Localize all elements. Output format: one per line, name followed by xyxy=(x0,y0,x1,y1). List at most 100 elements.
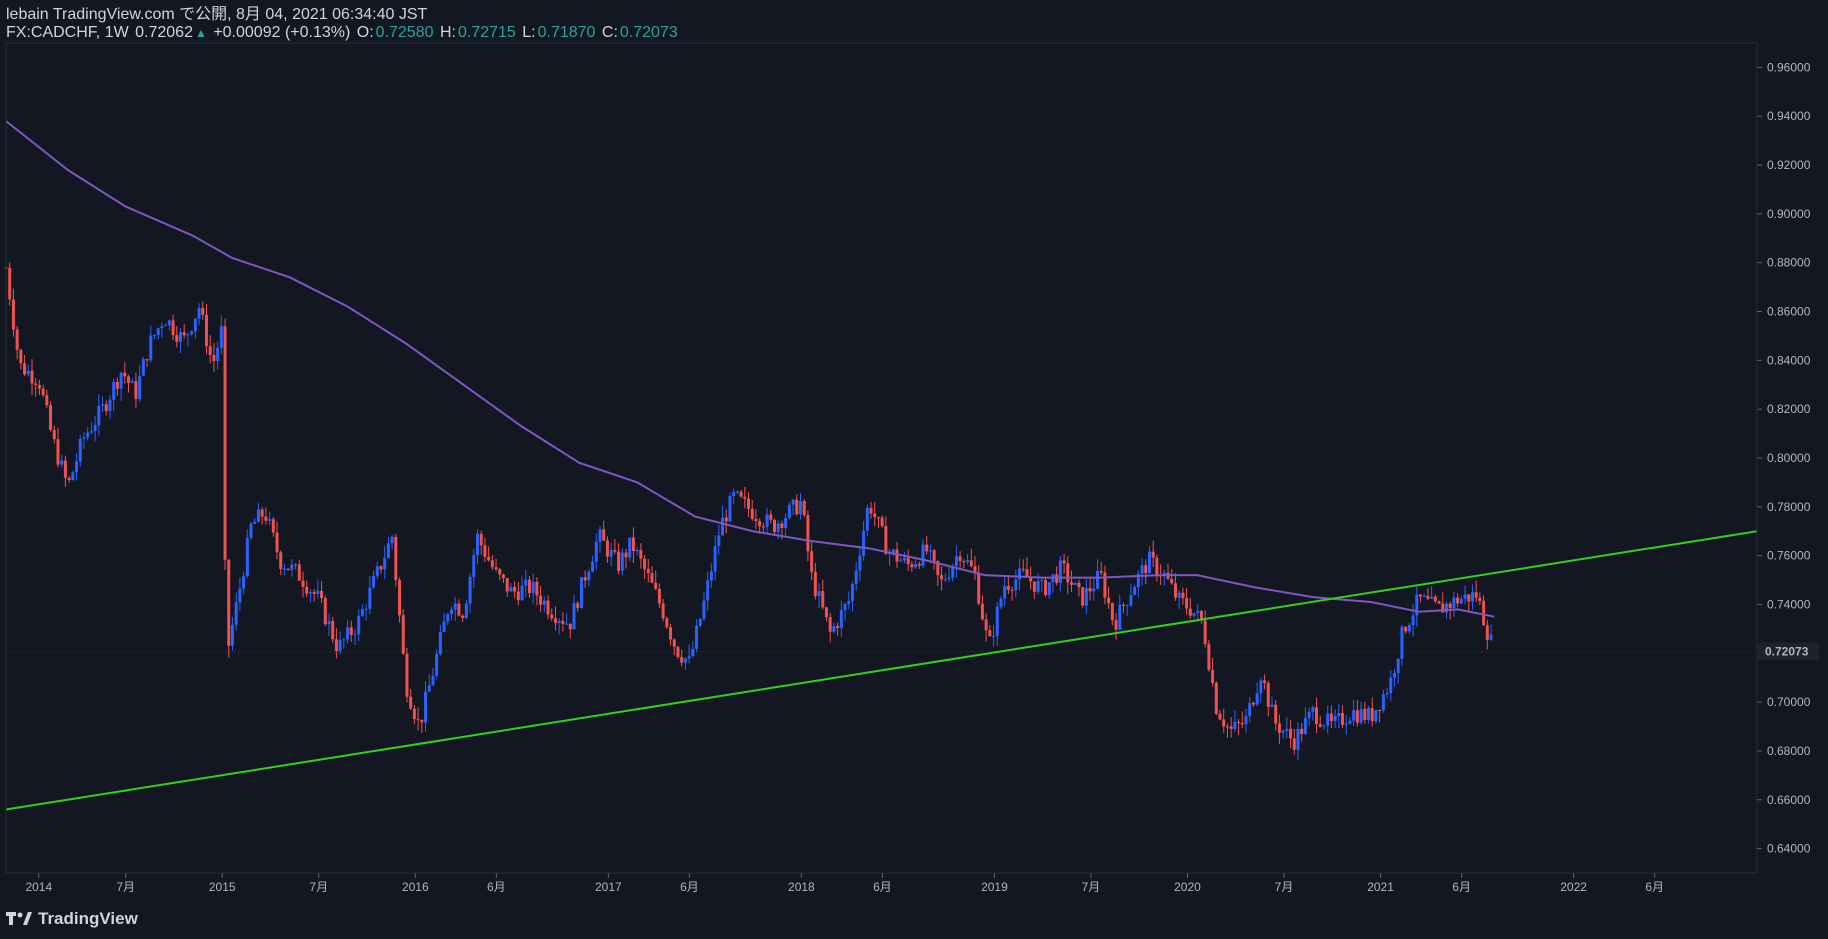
publish-line: lebain TradingView.com で公開, 8月 04, 2021 … xyxy=(6,6,428,23)
candle-body xyxy=(268,519,272,521)
up-arrow-icon: ▲ xyxy=(194,26,207,40)
price-axis[interactable]: 0.96000 0.94000 0.92000 0.90000 0.88000 0.860… xyxy=(1757,60,1811,856)
candle-body xyxy=(360,609,364,616)
candle-body xyxy=(1456,597,1460,604)
candle-body xyxy=(1344,723,1348,725)
candle-body xyxy=(1452,597,1456,608)
candle-body xyxy=(628,537,632,558)
candle-body xyxy=(609,549,613,557)
candle-body xyxy=(1407,625,1411,632)
candle-body xyxy=(197,307,201,319)
candle-body xyxy=(1404,626,1408,632)
price-tick-label: 0.88000 xyxy=(1767,256,1811,270)
low-value: 0.71870 xyxy=(537,24,596,41)
candle-body xyxy=(925,544,929,552)
candle-body xyxy=(557,620,561,623)
candle-body xyxy=(1196,611,1200,614)
candle-body xyxy=(535,581,539,596)
candle-body xyxy=(342,639,346,641)
candle-body xyxy=(754,518,758,522)
candle-body xyxy=(643,558,647,570)
candle-body xyxy=(1359,709,1363,723)
candle-body xyxy=(1092,588,1096,592)
candle-body xyxy=(680,656,684,663)
candle-body xyxy=(1385,693,1389,695)
candle-body xyxy=(1433,596,1437,602)
candle-body xyxy=(1259,680,1263,694)
time-tick-label: 6月 xyxy=(873,880,892,894)
candle-body xyxy=(602,529,606,541)
candle-body xyxy=(1467,594,1471,602)
candle-body xyxy=(11,299,15,330)
candle-body xyxy=(1292,738,1296,750)
time-tick-label: 6月 xyxy=(1452,880,1471,894)
candle-body xyxy=(906,557,910,565)
candle-body xyxy=(1274,704,1278,724)
candle-body xyxy=(160,326,164,329)
price-tick-label: 0.66000 xyxy=(1767,793,1811,807)
candle-body xyxy=(706,580,710,601)
time-tick-label: 2022 xyxy=(1560,880,1587,894)
candle-body xyxy=(683,658,687,663)
candle-body xyxy=(286,568,290,570)
candle-body xyxy=(1318,724,1322,727)
time-tick-label: 2021 xyxy=(1367,880,1394,894)
candle-body xyxy=(175,335,179,342)
candle-body xyxy=(988,630,992,637)
candle-body xyxy=(1003,586,1007,599)
candle-body xyxy=(1478,597,1482,601)
trendline[interactable] xyxy=(5,530,1758,811)
ohlc-line: FX:CADCHF, 1W 0.72062 ▲ +0.00092 (+0.13%)… xyxy=(6,24,680,42)
candle-body xyxy=(1441,603,1445,613)
candle-body xyxy=(854,570,858,585)
candle-body xyxy=(1370,708,1374,722)
last-price: 0.72062 xyxy=(135,24,193,41)
candle-body xyxy=(761,526,765,528)
candle-body xyxy=(1315,707,1319,725)
candle-body xyxy=(687,656,691,659)
price-tick-label: 0.76000 xyxy=(1767,549,1811,563)
candle-body xyxy=(1110,603,1114,621)
candle-body xyxy=(836,626,840,628)
candle-body xyxy=(338,640,342,651)
time-axis[interactable]: 2014 7月 2015 7月 2016 6月 2017 6月 2018 6月 2019 7月 2020… xyxy=(25,873,1664,894)
candle-body xyxy=(204,314,208,347)
candle-body xyxy=(858,555,862,571)
candle-body xyxy=(669,627,673,640)
candle-body xyxy=(1251,702,1255,705)
candle-body xyxy=(349,627,353,635)
candle-body xyxy=(1214,682,1218,714)
candle-body xyxy=(1459,598,1463,604)
candle-body xyxy=(390,536,394,544)
candle-body xyxy=(617,551,621,571)
candle-body xyxy=(212,354,216,361)
candle-body xyxy=(308,592,312,594)
candle-body xyxy=(1337,713,1341,717)
candle-body xyxy=(531,581,535,594)
candle-body xyxy=(773,519,777,532)
candle-body xyxy=(899,560,903,562)
candle-body xyxy=(1396,658,1400,674)
plot-area[interactable] xyxy=(6,43,1757,873)
candle-body xyxy=(1173,583,1177,598)
candle-body xyxy=(271,519,275,533)
candle-body xyxy=(832,626,836,632)
close-value: 0.72073 xyxy=(619,24,678,41)
candle-body xyxy=(798,501,802,515)
candle-body xyxy=(1270,704,1274,707)
candle-body xyxy=(1426,595,1430,599)
candle-body xyxy=(357,615,361,635)
symbol-label[interactable]: FX:CADCHF, 1W xyxy=(6,24,129,41)
last-price-tag: 0.72073 xyxy=(1757,642,1819,661)
candle-body xyxy=(817,591,821,597)
price-tick-label: 0.90000 xyxy=(1767,207,1811,221)
candle-body xyxy=(1021,568,1025,570)
candle-body xyxy=(843,604,847,611)
candle-body xyxy=(635,549,639,552)
candle-body xyxy=(1147,551,1151,574)
candle-body xyxy=(1207,643,1211,670)
candle-body xyxy=(824,607,828,618)
tradingview-logo[interactable]: TradingView xyxy=(6,909,138,929)
candle-body xyxy=(245,537,249,577)
